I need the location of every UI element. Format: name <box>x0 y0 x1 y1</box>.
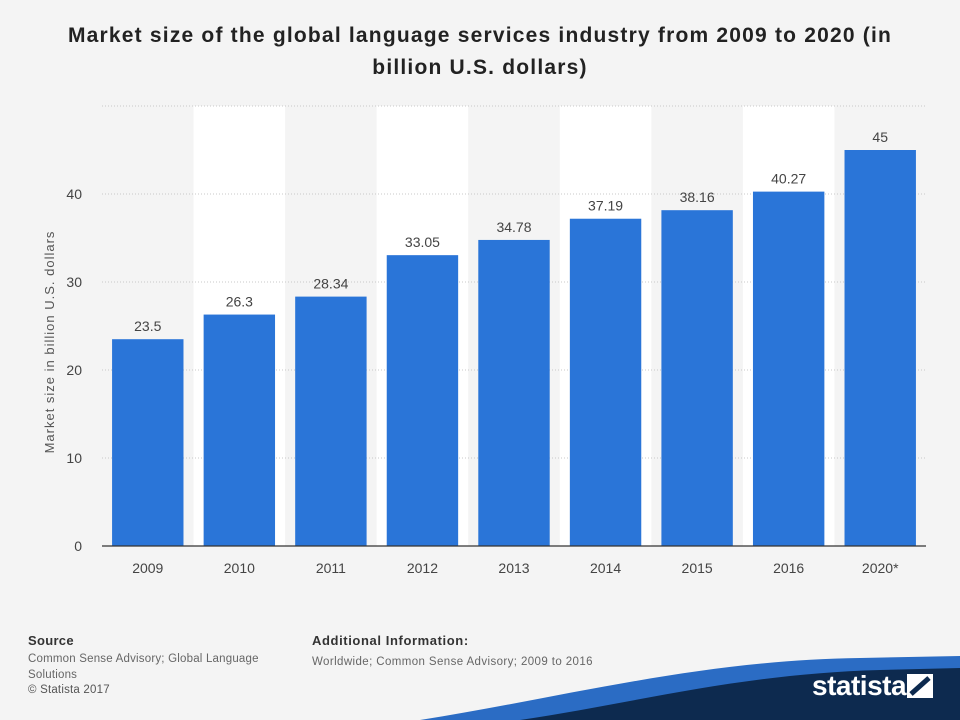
data-label: 28.34 <box>313 276 348 292</box>
additional-info-heading: Additional Information: <box>312 633 469 648</box>
x-tick-label: 2015 <box>682 560 713 576</box>
data-label: 26.3 <box>226 294 253 310</box>
bar <box>844 150 916 546</box>
x-tick-label: 2010 <box>224 560 255 576</box>
additional-info-text: Worldwide; Common Sense Advisory; 2009 t… <box>312 656 593 668</box>
bar <box>752 191 825 546</box>
footer-band <box>420 656 960 720</box>
bar <box>661 210 733 546</box>
bar <box>203 314 276 546</box>
bar-chart: 0 10 20 30 40 23.5 2009 26.3 2010 28.34 2011 33.05 2… <box>42 105 926 576</box>
x-tick-label: 2009 <box>132 560 163 576</box>
data-label: 33.05 <box>405 234 440 250</box>
y-axis-title: Market size in billion U.S. dollars <box>42 231 57 454</box>
y-tick-label: 20 <box>66 362 82 378</box>
statista-logo[interactable]: statista <box>812 670 907 701</box>
y-tick-label: 0 <box>74 538 82 554</box>
y-tick-label: 30 <box>66 274 82 290</box>
data-label: 40.27 <box>771 171 806 187</box>
chart-title: Market size of the global language servi… <box>67 24 893 79</box>
source-text: Common Sense Advisory; Global Language S… <box>28 653 259 681</box>
bar <box>112 339 184 546</box>
bar <box>295 296 367 546</box>
statista-logo-icon <box>907 674 933 698</box>
x-tick-label: 2020* <box>862 560 899 576</box>
data-label: 45 <box>872 129 888 145</box>
data-label: 23.5 <box>134 318 161 334</box>
bar <box>478 239 550 546</box>
source-heading: Source <box>28 633 74 648</box>
data-label: 37.19 <box>588 198 623 214</box>
y-tick-label: 10 <box>66 450 82 466</box>
bar <box>386 255 459 546</box>
x-tick-label: 2011 <box>316 560 346 576</box>
y-tick-label: 40 <box>66 186 82 202</box>
footer-navy-wave <box>520 668 960 720</box>
x-tick-label: 2012 <box>407 560 438 576</box>
bar <box>569 218 642 546</box>
x-tick-label: 2016 <box>773 560 804 576</box>
x-tick-label: 2013 <box>498 560 529 576</box>
x-tick-label: 2014 <box>590 560 621 576</box>
data-label: 38.16 <box>680 189 715 205</box>
data-label: 34.78 <box>496 219 531 235</box>
copyright-text: © Statista 2017 <box>28 684 110 696</box>
